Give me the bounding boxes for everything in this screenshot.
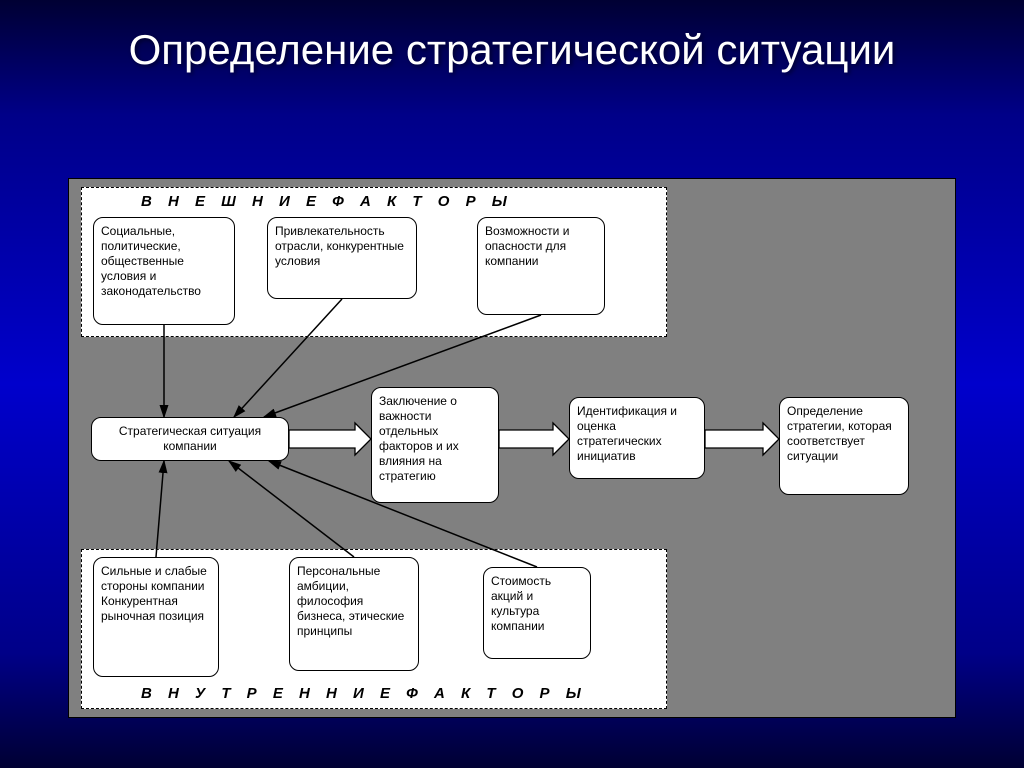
node-identification: Идентификация и оценка стратегических ин… [569,397,705,479]
diagram: В Н Е Ш Н И Е Ф А К Т О Р Ы В Н У Т Р Е … [68,178,956,718]
node-ext-opportunities: Возможности и опасности для компании [477,217,605,315]
node-ext-industry: Привлекательность отрасли, конкурентные … [267,217,417,299]
internal-factors-label: В Н У Т Р Е Н Н И Е Ф А К Т О Р Ы [141,685,587,702]
external-factors-label: В Н Е Ш Н И Е Ф А К Т О Р Ы [141,193,513,210]
node-int-culture: Стоимость акций и культура компании [483,567,591,659]
slide-title: Определение стратегической ситуации [0,0,1024,95]
node-conclusion: Заключение о важности отдельных факторов… [371,387,499,503]
node-strategy-def: Определение стратегии, которая соответст… [779,397,909,495]
node-strategic-situation: Стратегическая ситуация компании [91,417,289,461]
node-int-strengths: Сильные и слабые стороны компании Конкур… [93,557,219,677]
node-ext-social: Социальные, политические, общественные у… [93,217,235,325]
node-int-ambitions: Персональные амбиции, философия бизнеса,… [289,557,419,671]
